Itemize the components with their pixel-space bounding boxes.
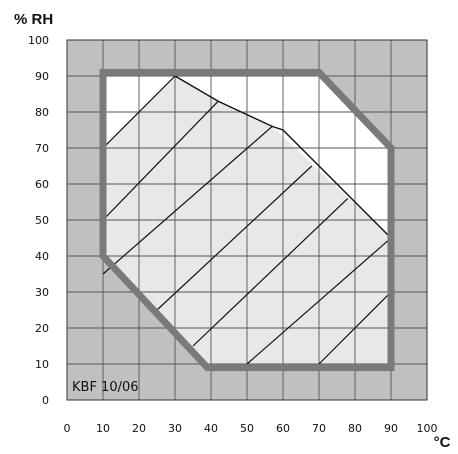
- hatch-line: [102, 75, 176, 149]
- x-tick-label: 100: [417, 422, 438, 435]
- x-tick-label: 10: [96, 422, 110, 435]
- x-tick-label: 30: [168, 422, 182, 435]
- y-tick-label: 60: [35, 178, 49, 191]
- y-tick-label: 70: [35, 142, 49, 155]
- hatch-line: [102, 100, 219, 221]
- hatch-line: [246, 237, 392, 365]
- y-axis-title: % RH: [14, 11, 53, 28]
- region-boundary-line: [174, 75, 392, 239]
- hatch-lines: [102, 75, 392, 365]
- y-tick-label: 0: [42, 394, 49, 407]
- hatch-line: [156, 165, 313, 311]
- y-tick-label: 80: [35, 106, 49, 119]
- plot-frame: [66, 39, 428, 401]
- y-tick-label: 40: [35, 250, 49, 263]
- x-tick-label: 60: [276, 422, 290, 435]
- x-tick-label: 90: [384, 422, 398, 435]
- x-tick-label: 20: [132, 422, 146, 435]
- y-tick-label: 100: [28, 34, 49, 47]
- y-tick-label: 30: [35, 286, 49, 299]
- hatch-line: [102, 125, 273, 275]
- y-tick-label: 20: [35, 322, 49, 335]
- model-label: KBF 10/06: [72, 380, 139, 395]
- x-tick-labels: 0 10 20 30 40 50 60 70 80 90 100: [64, 422, 438, 435]
- x-tick-label: 80: [348, 422, 362, 435]
- hatch-line: [318, 291, 392, 365]
- y-tick-labels: 0 10 20 30 40 50 60 70 80 90 100: [28, 34, 49, 407]
- y-tick-label: 90: [35, 70, 49, 83]
- x-tick-label: 40: [204, 422, 218, 435]
- y-tick-label: 50: [35, 214, 49, 227]
- operating-range-border: [99, 68, 395, 372]
- x-axis-title: °C: [434, 434, 451, 451]
- x-tick-label: 50: [240, 422, 254, 435]
- hatch-line: [192, 197, 349, 347]
- x-tick-label: 70: [312, 422, 326, 435]
- x-tick-label: 0: [64, 422, 71, 435]
- y-tick-label: 10: [35, 358, 49, 371]
